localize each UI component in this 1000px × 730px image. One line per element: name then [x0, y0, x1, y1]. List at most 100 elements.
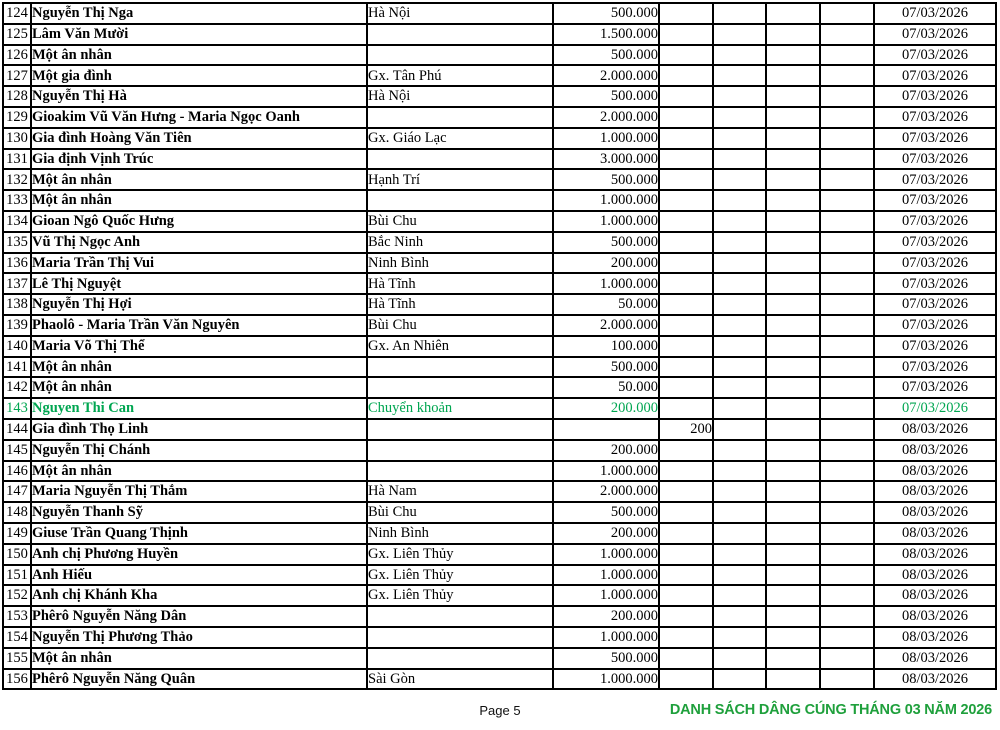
cell-row-number: 154 [2, 625, 32, 649]
table-row: 135 Vũ Thị Ngọc Anh Bắc Ninh 500.000 07/03/2… [2, 230, 997, 254]
cell-extra-1 [658, 667, 714, 691]
cell-extra-1 [658, 605, 714, 628]
cell-extra-4 [819, 126, 875, 150]
cell-location [366, 417, 554, 441]
cell-extra-4 [819, 230, 875, 254]
cell-amount [552, 417, 660, 441]
cell-row-number: 127 [2, 64, 32, 88]
cell-extra-4 [819, 313, 875, 337]
cell-extra-1 [658, 646, 714, 670]
cell-row-number: 131 [2, 147, 32, 171]
cell-date: 07/03/2026 [873, 209, 997, 233]
cell-extra-2 [712, 667, 767, 691]
table-row: 125 Lâm Văn Mười 1.500.000 07/03/2026 [2, 22, 997, 46]
cell-donor-name: Một ân nhân [30, 646, 368, 670]
cell-extra-2 [712, 542, 767, 566]
cell-extra-2 [712, 105, 767, 129]
cell-extra-1 [658, 625, 714, 649]
cell-extra-4 [819, 376, 875, 400]
cell-date: 07/03/2026 [873, 376, 997, 400]
cell-date: 07/03/2026 [873, 355, 997, 379]
cell-extra-3 [765, 501, 821, 524]
cell-extra-4 [819, 584, 875, 608]
cell-donor-name: Maria Võ Thị Thể [30, 334, 368, 358]
cell-date: 07/03/2026 [873, 2, 997, 25]
cell-date: 07/03/2026 [873, 251, 997, 275]
cell-donor-name: Một gia đình [30, 64, 368, 88]
cell-extra-2 [712, 22, 767, 46]
table-row: 126 Một ân nhân 500.000 07/03/2026 [2, 43, 997, 67]
cell-extra-2 [712, 251, 767, 275]
cell-extra-3 [765, 563, 821, 587]
cell-row-number: 138 [2, 293, 32, 316]
cell-extra-4 [819, 22, 875, 46]
cell-extra-4 [819, 355, 875, 379]
cell-donor-name: Phêrô Nguyễn Năng Quân [30, 667, 368, 691]
table-row: 146 Một ân nhân 1.000.000 08/03/2026 [2, 459, 997, 483]
cell-date: 07/03/2026 [873, 22, 997, 46]
table-row: 134 Gioan Ngô Quốc Hưng Bùi Chu 1.000.000 07… [2, 209, 997, 233]
cell-extra-2 [712, 625, 767, 649]
cell-extra-1 [658, 22, 714, 46]
cell-extra-2 [712, 355, 767, 379]
cell-date: 08/03/2026 [873, 563, 997, 587]
cell-date: 07/03/2026 [873, 43, 997, 67]
table-row: 144 Gia đình Thọ Linh 200 08/03/2026 [2, 417, 997, 441]
cell-donor-name: Lâm Văn Mười [30, 22, 368, 46]
cell-extra-3 [765, 646, 821, 670]
cell-row-number: 124 [2, 2, 32, 25]
cell-extra-1 [658, 584, 714, 608]
cell-extra-3 [765, 43, 821, 67]
cell-date: 07/03/2026 [873, 105, 997, 129]
cell-location: Hà Nội [366, 2, 554, 25]
cell-row-number: 129 [2, 105, 32, 129]
cell-date: 08/03/2026 [873, 438, 997, 462]
cell-extra-3 [765, 459, 821, 483]
cell-location: Bùi Chu [366, 209, 554, 233]
table-row: 128 Nguyễn Thị Hà Hà Nội 500.000 07/03/2026 [2, 85, 997, 108]
table-row: 141 Một ân nhân 500.000 07/03/2026 [2, 355, 997, 379]
cell-extra-4 [819, 501, 875, 524]
cell-extra-3 [765, 334, 821, 358]
table-row: 142 Một ân nhân 50.000 07/03/2026 [2, 376, 997, 400]
cell-extra-2 [712, 43, 767, 67]
cell-donor-name: Nguyễn Thị Chánh [30, 438, 368, 462]
cell-extra-4 [819, 85, 875, 108]
cell-donor-name: Anh chị Khánh Kha [30, 584, 368, 608]
donation-table: 124 Nguyễn Thị Nga Hà Nội 500.000 07/03/2026… [2, 2, 997, 691]
cell-extra-1 [658, 105, 714, 129]
cell-extra-2 [712, 2, 767, 25]
cell-donor-name: Phaolô - Maria Trần Văn Nguyên [30, 313, 368, 337]
cell-row-number: 143 [2, 397, 32, 420]
cell-location: Hạnh Trí [366, 168, 554, 192]
cell-location: Hà Nội [366, 85, 554, 108]
cell-extra-3 [765, 605, 821, 628]
cell-donor-name: Một ân nhân [30, 355, 368, 379]
cell-extra-2 [712, 646, 767, 670]
cell-extra-3 [765, 168, 821, 192]
cell-date: 08/03/2026 [873, 459, 997, 483]
table-row: 139 Phaolô - Maria Trần Văn Nguyên Bùi Chu… [2, 313, 997, 337]
cell-amount: 1.000.000 [552, 542, 660, 566]
cell-amount: 500.000 [552, 85, 660, 108]
cell-location [366, 147, 554, 171]
cell-date: 08/03/2026 [873, 417, 997, 441]
cell-location: Gx. Tân Phú [366, 64, 554, 88]
cell-row-number: 152 [2, 584, 32, 608]
cell-extra-3 [765, 584, 821, 608]
cell-extra-2 [712, 584, 767, 608]
cell-row-number: 137 [2, 272, 32, 296]
document-footer-title: DANH SÁCH DÂNG CÚNG THÁNG 03 NĂM 2026 [669, 702, 992, 718]
table-row: 153 Phêrô Nguyễn Năng Dân 200.000 08/03/202… [2, 605, 997, 628]
cell-extra-4 [819, 646, 875, 670]
table-row: 154 Nguyễn Thị Phương Thảo 1.000.000 08/03/… [2, 625, 997, 649]
cell-row-number: 134 [2, 209, 32, 233]
cell-row-number: 144 [2, 417, 32, 441]
cell-extra-3 [765, 313, 821, 337]
cell-extra-2 [712, 189, 767, 212]
cell-location: Sài Gòn [366, 667, 554, 691]
cell-donor-name: Maria Nguyễn Thị Thắm [30, 480, 368, 504]
table-row: 124 Nguyễn Thị Nga Hà Nội 500.000 07/03/2026 [2, 2, 997, 25]
cell-extra-4 [819, 2, 875, 25]
cell-date: 07/03/2026 [873, 126, 997, 150]
